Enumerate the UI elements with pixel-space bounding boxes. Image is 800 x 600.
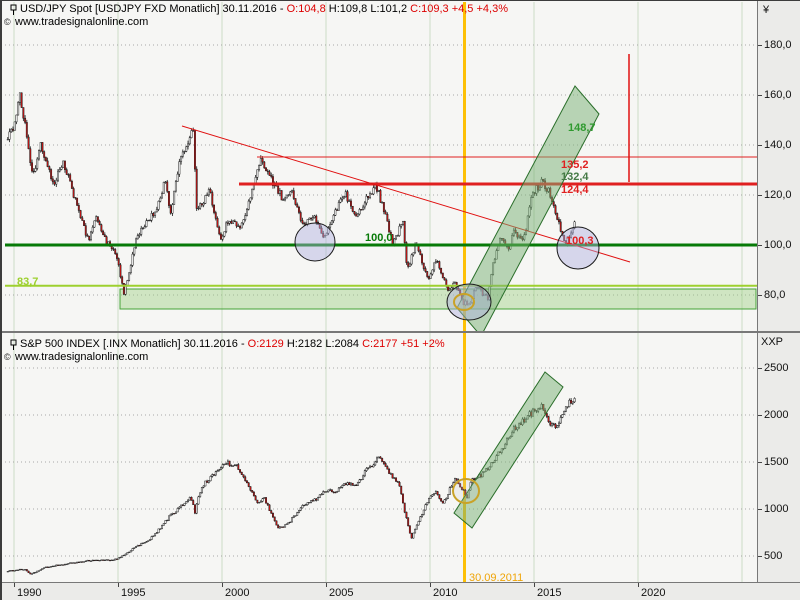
downtrend-line	[181, 125, 631, 263]
x-axis-tick-label: 2020	[641, 587, 666, 599]
price-level-label: 124,4	[561, 184, 589, 196]
x-axis-tick	[430, 583, 431, 587]
y-axis-tick-label: 100,0	[764, 239, 792, 251]
title-segment: H:2182 L:2084	[283, 338, 363, 350]
x-axis-tick	[534, 583, 535, 587]
highlight-ellipse	[556, 226, 600, 270]
spx-axis-unit: XXP	[761, 336, 784, 348]
y-axis-tick	[758, 415, 762, 416]
x-axis-tick-label: 1990	[17, 587, 42, 599]
title-segment: USD/JPY Spot [USDJPY FXD Monatlich] 30.1…	[20, 3, 287, 15]
y-axis-tick	[758, 368, 762, 369]
spx-watermark: www.tradesignalonline.com	[15, 351, 149, 363]
trend-channel	[453, 371, 564, 529]
y-axis-tick	[758, 245, 762, 246]
y-axis-tick-label: 1500	[764, 456, 789, 468]
price-level-label: 135,2	[561, 159, 589, 171]
price-level-label: 100,3	[566, 235, 594, 247]
x-axis-tick	[14, 583, 15, 587]
y-axis-tick	[758, 556, 762, 557]
copyright-icon: ©	[4, 17, 11, 27]
y-axis-tick	[758, 95, 762, 96]
y-axis-tick-label: 120,0	[764, 189, 792, 201]
pane-divider[interactable]	[2, 331, 800, 333]
y-axis-tick	[758, 145, 762, 146]
time-axis-strip[interactable]	[2, 583, 800, 600]
title-segment: S&P 500 INDEX [.INX Monatlich] 30.11.201…	[20, 338, 248, 350]
y-axis-tick-label: 500	[764, 550, 783, 562]
usdjpy-title: USD/JPY Spot [USDJPY FXD Monatlich] 30.1…	[20, 3, 508, 15]
title-segment: C:2177 +51 +2%	[362, 338, 445, 350]
time-axis-border	[2, 582, 800, 583]
y-axis-tick	[758, 195, 762, 196]
support-zone	[119, 288, 757, 310]
price-level-label: 132,4	[561, 171, 589, 183]
title-segment: O:104,8	[286, 3, 326, 15]
usdjpy-pane-header: USD/JPY Spot [USDJPY FXD Monatlich] 30.1…	[2, 3, 757, 29]
price-axis-border	[757, 1, 758, 582]
x-axis-tick	[222, 583, 223, 587]
copyright-icon: ©	[4, 352, 11, 362]
y-axis-tick	[758, 45, 762, 46]
price-level-label: 148,7	[568, 122, 596, 134]
y-axis-tick-label: 2500	[764, 362, 789, 374]
x-axis-tick-label: 2005	[329, 587, 354, 599]
title-segment: C:109,3 +4,5 +4,3%	[410, 3, 508, 15]
price-level-label: 100,0	[365, 232, 393, 244]
gold-highlight-ellipse	[453, 293, 475, 311]
spx-pane-header: S&P 500 INDEX [.INX Monatlich] 30.11.201…	[2, 338, 757, 364]
usdjpy-axis-unit: ¥	[763, 4, 770, 16]
x-axis-tick	[118, 583, 119, 587]
x-axis-tick-label: 1995	[121, 587, 146, 599]
y-axis-tick-label: 1000	[764, 503, 789, 515]
y-axis-tick	[758, 462, 762, 463]
y-axis-tick	[758, 509, 762, 510]
x-axis-tick-label: 2015	[537, 587, 562, 599]
highlight-ellipse	[446, 283, 492, 321]
spx-pane	[5, 333, 757, 582]
pin-icon[interactable]	[9, 339, 18, 354]
gold-highlight-ellipse	[452, 478, 480, 504]
x-axis-tick	[638, 583, 639, 587]
candlestick-series	[6, 397, 576, 575]
event-date-label: 30.09.2011	[469, 572, 524, 584]
highlight-ellipse	[294, 222, 336, 262]
x-axis-tick	[326, 583, 327, 587]
y-axis-tick-label: 180,0	[764, 39, 792, 51]
title-segment: O:2129	[247, 338, 284, 350]
x-axis-tick-label: 2010	[433, 587, 458, 599]
y-axis-tick-label: 2000	[764, 409, 789, 421]
title-segment: H:109,8 L:101,2	[325, 3, 411, 15]
y-axis-tick-label: 140,0	[764, 139, 792, 151]
y-axis-tick-label: 160,0	[764, 89, 792, 101]
spx-title: S&P 500 INDEX [.INX Monatlich] 30.11.201…	[20, 338, 445, 350]
price-level-label: 83,7	[17, 276, 38, 288]
pin-icon[interactable]	[9, 4, 18, 19]
trend-channel	[456, 85, 600, 331]
usdjpy-watermark: www.tradesignalonline.com	[15, 16, 149, 28]
y-axis-tick	[758, 295, 762, 296]
chart-background	[2, 1, 757, 582]
y-axis-tick-label: 80,0	[764, 289, 786, 301]
price-axis-strip[interactable]	[758, 1, 800, 582]
x-axis-tick-label: 2000	[225, 587, 250, 599]
